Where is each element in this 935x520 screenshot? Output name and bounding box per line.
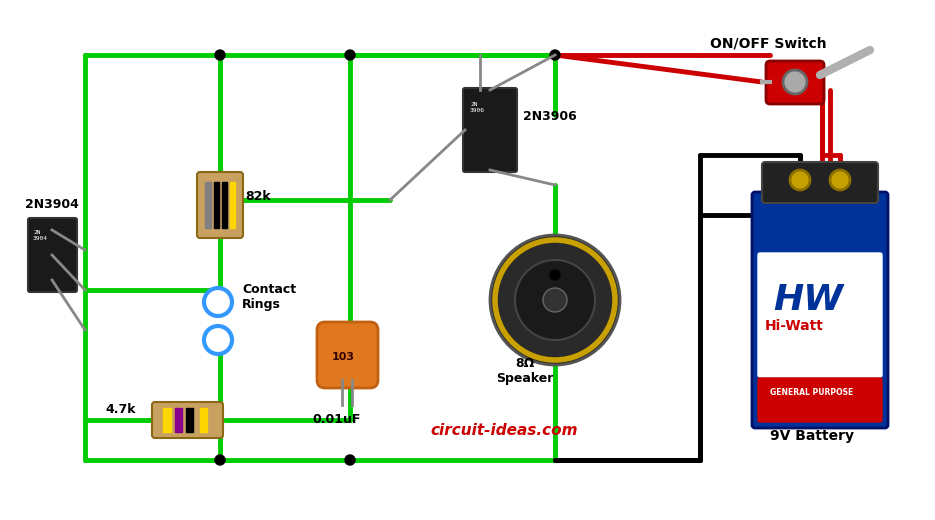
Bar (200, 408, 207, 432)
Text: 9V Battery: 9V Battery (770, 429, 854, 443)
Bar (175, 408, 182, 432)
Text: 2N
3906: 2N 3906 (470, 102, 485, 113)
Text: 103: 103 (332, 352, 355, 362)
Circle shape (490, 235, 620, 365)
Text: circuit-ideas.com: circuit-ideas.com (430, 423, 578, 438)
Text: 2N3904: 2N3904 (25, 198, 79, 211)
FancyBboxPatch shape (762, 162, 878, 203)
Circle shape (204, 288, 232, 316)
Text: 2N3906: 2N3906 (523, 110, 577, 123)
Circle shape (515, 260, 595, 340)
Text: GENERAL PURPOSE: GENERAL PURPOSE (770, 388, 854, 397)
Text: 2N
3904: 2N 3904 (33, 230, 48, 241)
Bar (230, 182, 235, 228)
FancyBboxPatch shape (758, 253, 882, 377)
Bar (222, 182, 227, 228)
Circle shape (204, 326, 232, 354)
FancyBboxPatch shape (317, 322, 378, 388)
FancyBboxPatch shape (197, 172, 243, 238)
Circle shape (345, 50, 355, 60)
Circle shape (215, 455, 225, 465)
Circle shape (790, 170, 810, 190)
Circle shape (345, 455, 355, 465)
Bar (186, 408, 193, 432)
Circle shape (830, 170, 850, 190)
FancyBboxPatch shape (766, 61, 824, 104)
Bar (214, 182, 219, 228)
Text: Contact
Rings: Contact Rings (242, 283, 296, 311)
Text: 4.7k: 4.7k (105, 403, 136, 416)
FancyBboxPatch shape (752, 192, 888, 428)
FancyBboxPatch shape (463, 88, 517, 172)
Text: 8Ω
Speaker: 8Ω Speaker (496, 357, 554, 385)
Circle shape (550, 50, 560, 60)
Text: 82k: 82k (245, 190, 270, 203)
Text: HW: HW (773, 283, 843, 317)
Text: 0.01uF: 0.01uF (312, 413, 360, 426)
FancyBboxPatch shape (758, 378, 882, 422)
Bar (163, 408, 171, 432)
Bar (205, 182, 211, 228)
Circle shape (550, 270, 560, 280)
Circle shape (783, 70, 807, 94)
Text: ON/OFF Switch: ON/OFF Switch (710, 36, 827, 50)
FancyBboxPatch shape (152, 402, 223, 438)
FancyBboxPatch shape (28, 218, 77, 292)
Text: Hi-Watt: Hi-Watt (765, 319, 824, 333)
Circle shape (215, 50, 225, 60)
Circle shape (543, 288, 567, 312)
